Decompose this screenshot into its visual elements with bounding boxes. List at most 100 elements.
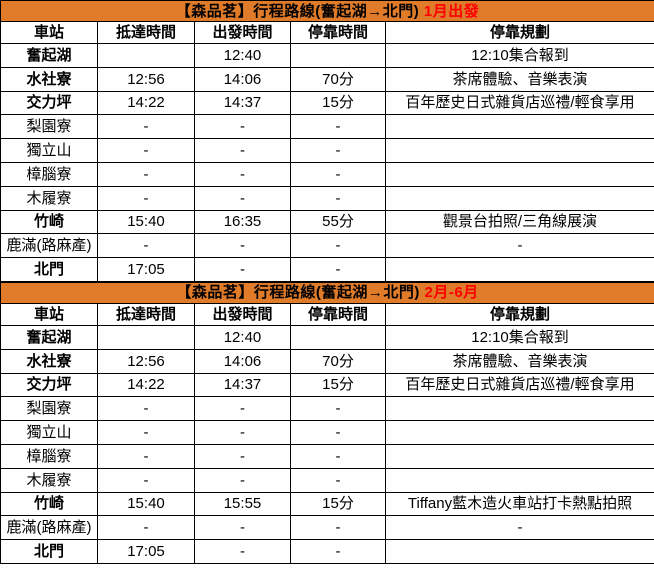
- arrival-time-cell: -: [97, 185, 195, 211]
- column-header-0: 車站: [0, 302, 98, 326]
- stop-duration-cell: 70分: [290, 66, 386, 92]
- stop-duration-cell: 55分: [290, 209, 386, 235]
- stop-plan-cell: [384, 420, 654, 445]
- stop-plan-cell: [385, 138, 654, 163]
- stop-plan-cell: -: [384, 515, 654, 541]
- table-title-text: 【森品茗】行程路線(奮起湖→北門): [176, 284, 420, 302]
- station-cell: 交力坪: [0, 372, 98, 398]
- station-row: 北門 17:05- -: [0, 539, 654, 564]
- stop-plan-cell: Tiffany藍木造火車站打卡熱點拍照: [384, 491, 654, 517]
- arrival-time-cell: -: [97, 467, 195, 493]
- stop-duration-cell: -: [290, 420, 386, 445]
- trip-timetable-1: 【森品茗】行程路線(奮起湖→北門) 1月出發 車站 抵達時間 出發時間 停靠時間 停靠規劃…: [0, 0, 654, 282]
- table-title-banner: 【森品茗】行程路線(奮起湖→北門) 1月出發: [0, 0, 654, 22]
- column-header-1: 抵達時間: [97, 21, 195, 44]
- station-cell: 樟腦寮: [0, 443, 98, 469]
- station-cell: 木履寮: [0, 185, 98, 211]
- arrival-time-cell: -: [97, 114, 195, 140]
- table-title-banner: 【森品茗】行程路線(奮起湖→北門) 2月-6月: [0, 281, 654, 304]
- arrival-time-cell: -: [97, 420, 195, 445]
- column-header-4: 停靠規劃: [384, 302, 654, 326]
- station-cell: 梨園寮: [0, 396, 98, 422]
- station-row: 木履寮 - - -: [0, 185, 654, 211]
- column-header-3: 停靠時間: [290, 302, 386, 326]
- stop-duration-cell: -: [290, 161, 386, 187]
- stop-plan-cell: [384, 396, 654, 422]
- arrival-time-cell: 12:56: [97, 66, 195, 92]
- stop-duration-cell: [290, 43, 386, 68]
- departure-time-cell: -: [194, 257, 291, 282]
- arrival-time-cell: -: [97, 161, 195, 187]
- stop-plan-cell: [384, 539, 654, 564]
- stop-duration-cell: [290, 324, 386, 350]
- departure-time-cell: 12:40: [194, 324, 291, 350]
- station-cell: 水社寮: [0, 66, 98, 92]
- stop-duration-cell: -: [290, 114, 386, 140]
- station-row: 梨園寮 - - -: [0, 396, 654, 422]
- departure-time-cell: -: [194, 515, 291, 541]
- station-row: 獨立山 - - -: [0, 420, 654, 445]
- stop-plan-cell: 12:10集合報到: [384, 324, 654, 350]
- stop-plan-cell: [385, 185, 654, 211]
- station-cell: 獨立山: [0, 420, 98, 445]
- column-header-row: 車站 抵達時間 出發時間 停靠時間 停靠規劃: [0, 21, 654, 44]
- station-cell: 木履寮: [0, 467, 98, 493]
- station-row: 樟腦寮 - - -: [0, 161, 654, 187]
- arrival-time-cell: -: [97, 233, 195, 259]
- table-title-row: 【森品茗】行程路線(奮起湖→北門) 2月-6月: [0, 281, 654, 304]
- stop-duration-cell: -: [290, 539, 386, 564]
- departure-time-cell: -: [194, 396, 291, 422]
- column-header-4: 停靠規劃: [385, 21, 654, 44]
- stop-plan-cell: [385, 257, 654, 282]
- station-cell: 獨立山: [0, 138, 98, 163]
- departure-time-cell: -: [194, 233, 291, 259]
- column-header-0: 車站: [0, 21, 98, 44]
- stop-plan-cell: [384, 467, 654, 493]
- stop-plan-cell: 12:10集合報到: [385, 43, 654, 68]
- station-cell: 水社寮: [0, 348, 98, 374]
- station-row: 水社寮 12:56 14:06 70分 茶席體驗、音樂表演: [0, 348, 654, 374]
- station-cell: 梨園寮: [0, 114, 98, 140]
- arrival-time-cell: -: [97, 515, 195, 541]
- stop-duration-cell: -: [290, 233, 386, 259]
- departure-time-cell: 14:37: [194, 90, 291, 116]
- station-row: 奮起湖 12:40 12:10集合報到: [0, 43, 654, 68]
- stop-duration-cell: -: [290, 396, 386, 422]
- station-row: 交力坪 14:22 14:37 15分 百年歷史日式雜貨店巡禮/輕食享用: [0, 372, 654, 398]
- station-cell: 北門: [0, 539, 98, 564]
- departure-time-cell: -: [194, 161, 291, 187]
- station-row: 梨園寮 - - -: [0, 114, 654, 140]
- station-cell: 竹崎: [0, 491, 98, 517]
- arrival-time-cell: [97, 43, 195, 68]
- stop-plan-cell: [385, 114, 654, 140]
- station-row: 北門 17:05- -: [0, 257, 654, 282]
- departure-time-cell: 16:35: [194, 209, 291, 235]
- stop-plan-cell: 茶席體驗、音樂表演: [384, 348, 654, 374]
- station-cell: 鹿滿(路麻產): [0, 233, 98, 259]
- arrival-time-cell: -: [97, 443, 195, 469]
- arrival-time-cell: 14:22: [97, 372, 195, 398]
- arrival-time-cell: [97, 324, 195, 350]
- station-cell: 鹿滿(路麻產): [0, 515, 98, 541]
- arrival-time-cell: 15:40: [97, 491, 195, 517]
- trip-timetable-2: 【森品茗】行程路線(奮起湖→北門) 2月-6月 車站 抵達時間 出發時間 停靠時間 停靠規…: [0, 281, 654, 564]
- stop-plan-cell: [384, 443, 654, 469]
- station-row: 竹崎 15:40 16:35 55分 觀景台拍照/三角線展演: [0, 209, 654, 235]
- departure-time-cell: -: [194, 420, 291, 445]
- departure-time-cell: 15:55: [194, 491, 291, 517]
- stop-duration-cell: 15分: [290, 491, 386, 517]
- station-row: 樟腦寮 - - -: [0, 443, 654, 469]
- station-cell: 奮起湖: [0, 324, 98, 350]
- stop-plan-cell: 觀景台拍照/三角線展演: [385, 209, 654, 235]
- table-title-month-accent: 1月出發: [423, 2, 480, 20]
- departure-time-cell: -: [194, 185, 291, 211]
- stop-duration-cell: 15分: [290, 90, 386, 116]
- stop-duration-cell: -: [290, 257, 386, 282]
- stop-plan-cell: -: [385, 233, 654, 259]
- stop-duration-cell: -: [290, 467, 386, 493]
- departure-time-cell: 14:37: [194, 372, 291, 398]
- station-cell: 竹崎: [0, 209, 98, 235]
- departure-time-cell: -: [194, 467, 291, 493]
- station-cell: 北門: [0, 257, 98, 282]
